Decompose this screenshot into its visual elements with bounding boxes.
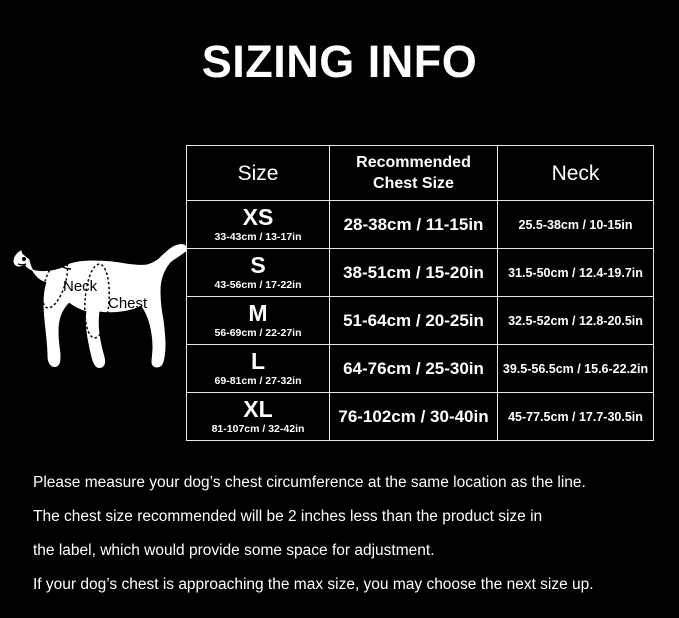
size-name: XL [243, 396, 273, 422]
cell-chest: 64-76cm / 25-30in [329, 344, 498, 393]
table-row: S 43-56cm / 17-22in 38-51cm / 15-20in 31… [186, 248, 654, 297]
header-neck: Neck [497, 145, 654, 201]
size-name: XS [242, 204, 274, 230]
note-line: the label, which would provide some spac… [33, 542, 435, 559]
neck-range: 31.5-50cm / 12.4-19.7in [508, 265, 643, 280]
table-body: XS 33-43cm / 13-17in 28-38cm / 11-15in 2… [186, 200, 654, 441]
chest-measure-ellipse [84, 263, 110, 339]
dog-eye [22, 257, 26, 261]
cell-size: XS 33-43cm / 13-17in [186, 200, 330, 249]
cell-neck: 25.5-38cm / 10-15in [497, 200, 654, 249]
table-row: L 69-81cm / 27-32in 64-76cm / 25-30in 39… [186, 344, 654, 393]
sizing-table: Size Recommended Chest Size Neck XS 33-4… [186, 145, 654, 441]
cell-size: L 69-81cm / 27-32in [186, 344, 330, 393]
size-range: 69-81cm / 27-32in [214, 375, 302, 387]
size-range: 81-107cm / 32-42in [211, 423, 305, 435]
neck-range: 32.5-52cm / 12.8-20.5in [508, 313, 643, 328]
neck-measure-ellipse [41, 257, 69, 309]
chest-range: 51-64cm / 20-25in [343, 310, 484, 330]
size-name: L [250, 348, 266, 374]
note-line: The chest size recommended will be 2 inc… [33, 508, 543, 525]
chest-range: 38-51cm / 15-20in [343, 262, 484, 282]
table-row: XL 81-107cm / 32-42in 76-102cm / 30-40in… [186, 392, 654, 441]
cell-neck: 32.5-52cm / 12.8-20.5in [497, 296, 654, 345]
neck-range: 45-77.5cm / 17.7-30.5in [508, 409, 643, 424]
notes-section: Please measure your dog’s chest circumfe… [33, 466, 653, 602]
size-range: 43-56cm / 17-22in [214, 279, 302, 291]
cell-neck: 45-77.5cm / 17.7-30.5in [497, 392, 654, 441]
note-line: If your dog’s chest is approaching the m… [33, 576, 594, 593]
cell-size: S 43-56cm / 17-22in [186, 248, 330, 297]
table-row: M 56-69cm / 22-27in 51-64cm / 20-25in 32… [186, 296, 654, 345]
chest-label: Chest [108, 295, 148, 312]
chest-range: 28-38cm / 11-15in [343, 214, 484, 234]
cell-neck: 31.5-50cm / 12.4-19.7in [497, 248, 654, 297]
neck-range: 39.5-56.5cm / 15.6-22.2in [502, 361, 649, 376]
cell-size: M 56-69cm / 22-27in [186, 296, 330, 345]
cell-size: XL 81-107cm / 32-42in [186, 392, 330, 441]
cell-chest: 76-102cm / 30-40in [329, 392, 498, 441]
dog-silhouette-figure: Neck Chest [8, 228, 190, 380]
header-chest-line2: Chest Size [373, 175, 454, 192]
chest-range: 76-102cm / 30-40in [338, 406, 489, 426]
chest-range: 64-76cm / 25-30in [343, 358, 484, 378]
neck-label: Neck [63, 278, 98, 295]
dog-body-shape [13, 244, 190, 368]
cell-chest: 51-64cm / 20-25in [329, 296, 498, 345]
cell-chest: 38-51cm / 15-20in [329, 248, 498, 297]
size-range: 33-43cm / 13-17in [214, 231, 302, 243]
table-header-row: Size Recommended Chest Size Neck [186, 145, 654, 201]
header-chest-line1: Recommended [356, 154, 471, 171]
size-name: M [248, 300, 268, 326]
note-line: Please measure your dog’s chest circumfe… [33, 474, 586, 491]
table-row: XS 33-43cm / 13-17in 28-38cm / 11-15in 2… [186, 200, 654, 249]
neck-range: 25.5-38cm / 10-15in [518, 217, 633, 232]
size-range: 56-69cm / 22-27in [214, 327, 302, 339]
header-recommended-chest-size: Recommended Chest Size [329, 145, 498, 201]
page-title: SIZING INFO [201, 36, 478, 87]
cell-chest: 28-38cm / 11-15in [329, 200, 498, 249]
header-size: Size [186, 145, 330, 201]
size-name: S [250, 252, 266, 278]
cell-neck: 39.5-56.5cm / 15.6-22.2in [497, 344, 654, 393]
